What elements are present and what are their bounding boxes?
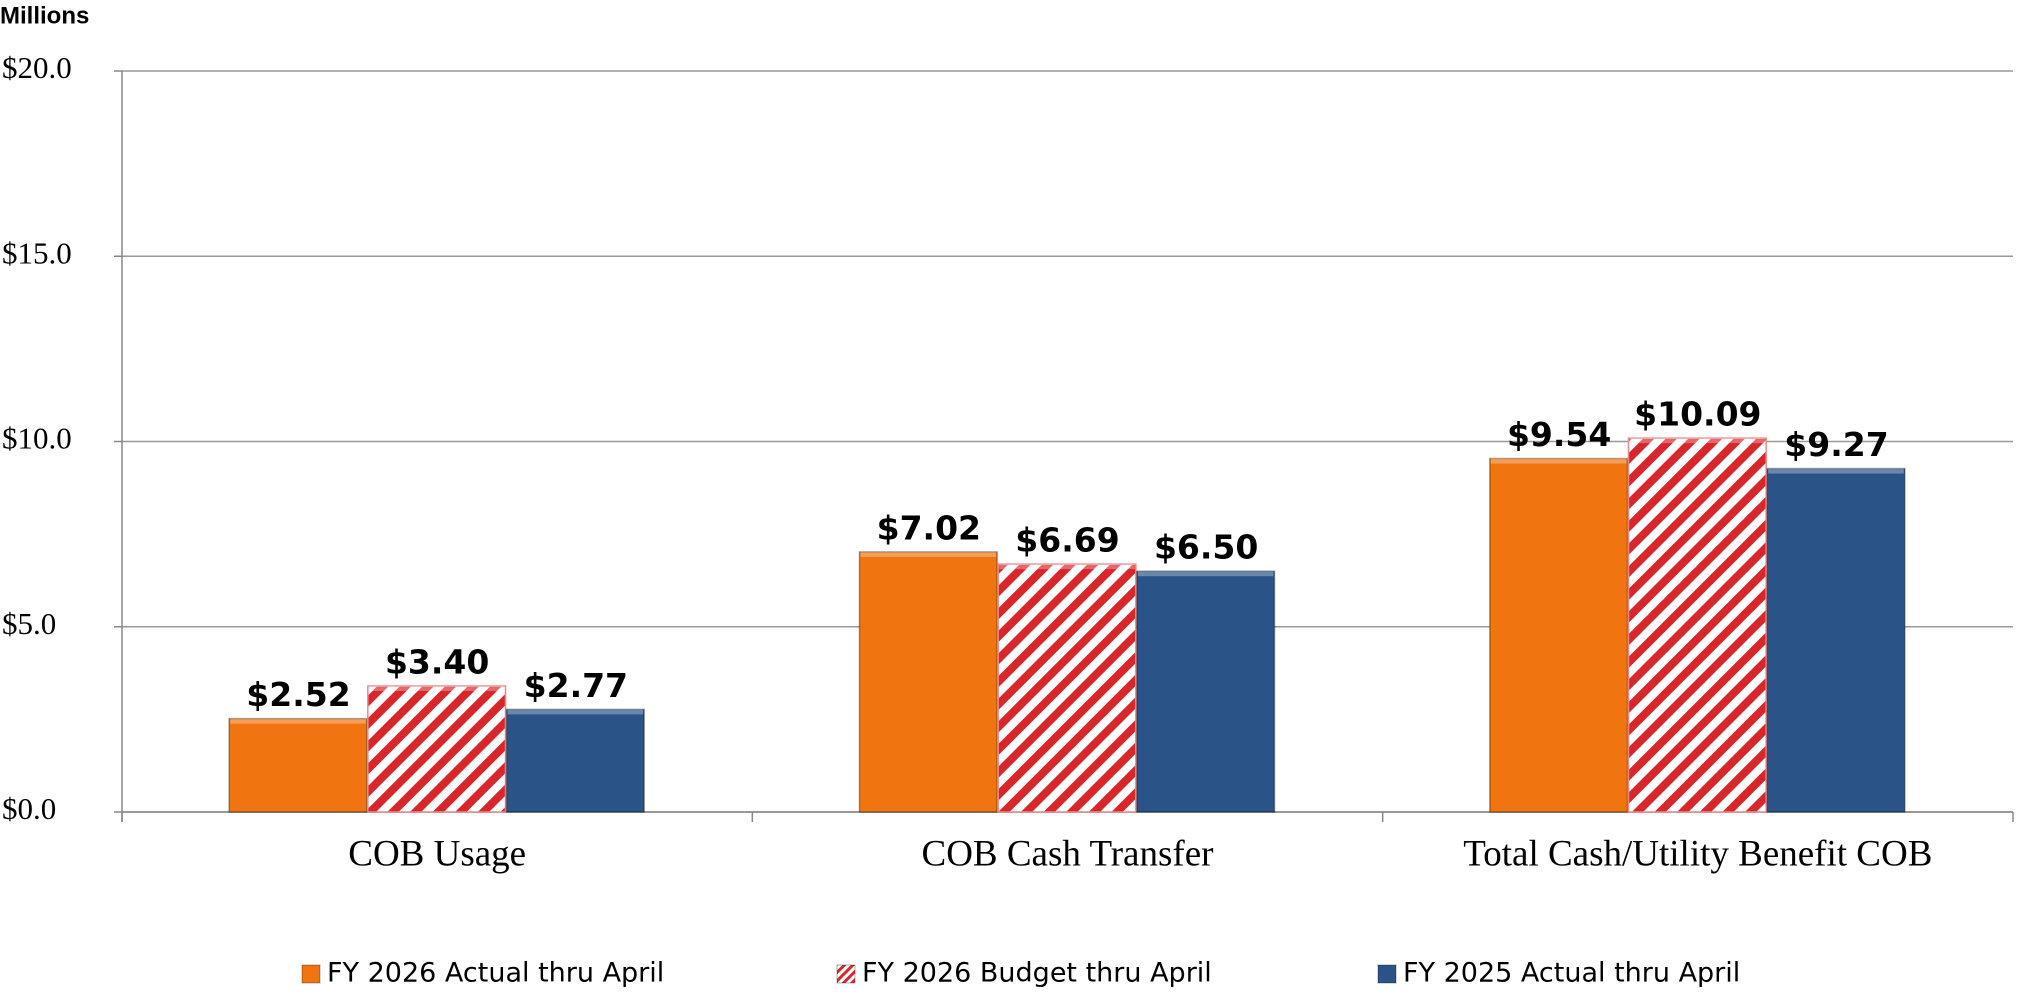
value-label: $2.77: [524, 666, 628, 705]
bar-bevel: [1768, 468, 1904, 474]
bar: [367, 685, 507, 813]
bar: [1627, 437, 1767, 813]
bar-bevel: [368, 686, 505, 692]
legend-label: FY 2026 Budget thru April: [862, 958, 1212, 989]
bar: [505, 708, 645, 813]
bar: [1136, 570, 1276, 813]
value-label: $7.02: [877, 508, 981, 547]
bar-bevel: [507, 709, 644, 715]
bar: [858, 551, 998, 813]
value-label: $9.27: [1784, 425, 1888, 464]
legend-label: FY 2026 Actual thru April: [327, 958, 664, 989]
x-tick-label: COB Usage: [348, 833, 526, 874]
bar-bevel: [860, 551, 997, 557]
x-tick-label: COB Cash Transfer: [922, 833, 1214, 874]
x-tick-label: Total Cash/Utility Benefit COB: [1463, 833, 1932, 874]
value-label: $2.52: [246, 675, 350, 714]
y-tick-label: $5.0: [2, 606, 56, 641]
y-tick-label: $10.0: [2, 421, 72, 456]
y-axis-label: Millions: [0, 2, 89, 29]
y-tick-label: $20.0: [2, 50, 72, 85]
legend-label: FY 2025 Actual thru April: [1403, 958, 1740, 989]
bar: [997, 563, 1137, 813]
bar: [1766, 467, 1906, 813]
bar: [1489, 457, 1629, 813]
legend-swatch: [836, 964, 856, 984]
bar-bevel: [999, 564, 1135, 570]
value-label: $10.09: [1634, 395, 1761, 434]
y-tick-label: $0.0: [2, 791, 56, 826]
value-label: $9.54: [1507, 415, 1611, 454]
bar-bevel: [1137, 571, 1274, 577]
value-label: $3.40: [385, 643, 489, 682]
bar-bevel: [1629, 438, 1766, 444]
bar-bevel: [1490, 458, 1627, 464]
legend-swatch: [301, 964, 321, 984]
legend-swatch: [1377, 964, 1397, 984]
bar: [228, 717, 368, 813]
value-label: $6.69: [1015, 521, 1119, 560]
y-tick-label: $15.0: [2, 235, 72, 270]
bar-bevel: [230, 718, 366, 724]
value-label: $6.50: [1154, 528, 1258, 567]
